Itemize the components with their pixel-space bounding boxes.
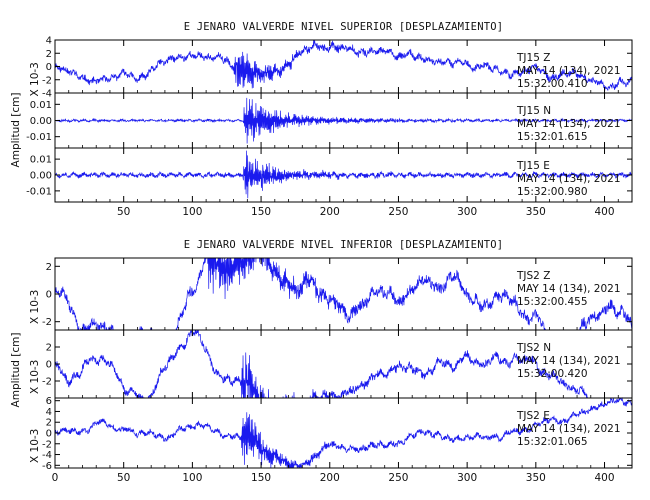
trace-station-label: TJ15 Z [516, 52, 550, 64]
y-tick-label: -2 [42, 439, 52, 450]
x-tick-label: 250 [388, 206, 408, 218]
x-tick-label: 200 [320, 472, 340, 484]
y-tick-label: 0.00 [30, 171, 52, 182]
y-tick-label: 6 [46, 396, 52, 407]
x-tick-label: 400 [595, 472, 615, 484]
trace-date-label: MAY 14 (134), 2021 [517, 173, 621, 185]
trace-date-label: MAY 14 (134), 2021 [517, 423, 621, 435]
y-tick-label: 0.01 [30, 100, 52, 111]
x-tick-label: 250 [388, 472, 408, 484]
y-tick-label: 0 [46, 290, 52, 301]
figure-1: E JENARO VALVERDE NIVEL SUPERIOR [DESPLA… [10, 21, 633, 218]
y-tick-label: 0 [46, 360, 52, 371]
y-tick-label: 0.01 [30, 155, 52, 166]
y-tick-label: -6 [42, 461, 52, 472]
trace-time-label: 15:32:00.420 [517, 368, 588, 380]
y-tick-label: 0.00 [30, 116, 52, 127]
y-tick-label: -4 [42, 450, 52, 461]
trace-time-label: 15:32:00.410 [517, 78, 588, 90]
x-tick-label: 150 [251, 206, 271, 218]
y-axis-label: Amplitud [cm] [10, 333, 22, 408]
trace-station-label: TJS2 N [516, 342, 551, 354]
series-trace [55, 398, 632, 468]
x-tick-label: 100 [182, 472, 202, 484]
trace-station-label: TJS2 E [516, 410, 550, 422]
y-tick-label: -4 [42, 89, 52, 100]
y-axis-label: Amplitud [cm] [10, 93, 22, 168]
trace-date-label: MAY 14 (134), 2021 [517, 355, 621, 367]
x-tick-label: 300 [457, 206, 477, 218]
figure-2: E JENARO VALVERDE NIVEL INFERIOR [DESPLA… [10, 239, 633, 484]
y-tick-label: 2 [46, 343, 52, 354]
x-tick-label: 100 [182, 206, 202, 218]
y-tick-label: -0.01 [26, 132, 52, 143]
x-tick-label: 150 [251, 472, 271, 484]
trace-station-label: TJ15 E [516, 160, 550, 172]
x-tick-label: 400 [595, 206, 615, 218]
trace-time-label: 15:32:01.615 [517, 131, 588, 143]
x-tick-label: 50 [117, 206, 130, 218]
y-tick-label: 2 [46, 418, 52, 429]
trace-time-label: 15:32:00.980 [517, 186, 588, 198]
scale-exponent-label: X 10-3 [29, 62, 41, 96]
x-tick-label: 350 [526, 472, 546, 484]
scale-exponent-label: X 10-3 [29, 360, 41, 394]
scale-exponent-label: X 10-3 [29, 290, 41, 324]
y-tick-label: -2 [42, 377, 52, 388]
trace-station-label: TJ15 N [516, 105, 551, 117]
scale-exponent-label: X 10-3 [29, 429, 41, 463]
trace-time-label: 15:32:00.455 [517, 296, 588, 308]
series-trace [55, 258, 632, 330]
series-trace [55, 150, 632, 199]
trace-time-label: 15:32:01.065 [517, 436, 588, 448]
y-tick-label: 0 [46, 429, 52, 440]
y-tick-label: -2 [42, 317, 52, 328]
x-tick-label: 350 [526, 206, 546, 218]
y-tick-label: -0.01 [26, 186, 52, 197]
y-tick-label: -2 [42, 75, 52, 86]
trace-station-label: TJS2 Z [516, 270, 550, 282]
trace-date-label: MAY 14 (134), 2021 [517, 118, 621, 130]
trace-date-label: MAY 14 (134), 2021 [517, 283, 621, 295]
x-tick-label: 300 [457, 472, 477, 484]
figure-title: E JENARO VALVERDE NIVEL SUPERIOR [DESPLA… [184, 21, 504, 33]
y-tick-label: 2 [46, 49, 52, 60]
x-tick-label: 0 [52, 472, 59, 484]
figure-title: E JENARO VALVERDE NIVEL INFERIOR [DESPLA… [184, 239, 504, 251]
y-tick-label: 4 [46, 36, 52, 47]
trace-date-label: MAY 14 (134), 2021 [517, 65, 621, 77]
series-trace [55, 40, 632, 91]
y-tick-label: 4 [46, 407, 52, 418]
y-tick-label: 2 [46, 262, 52, 273]
x-tick-label: 200 [320, 206, 340, 218]
y-tick-label: 0 [46, 62, 52, 73]
x-tick-label: 50 [117, 472, 130, 484]
series-trace [55, 97, 632, 144]
